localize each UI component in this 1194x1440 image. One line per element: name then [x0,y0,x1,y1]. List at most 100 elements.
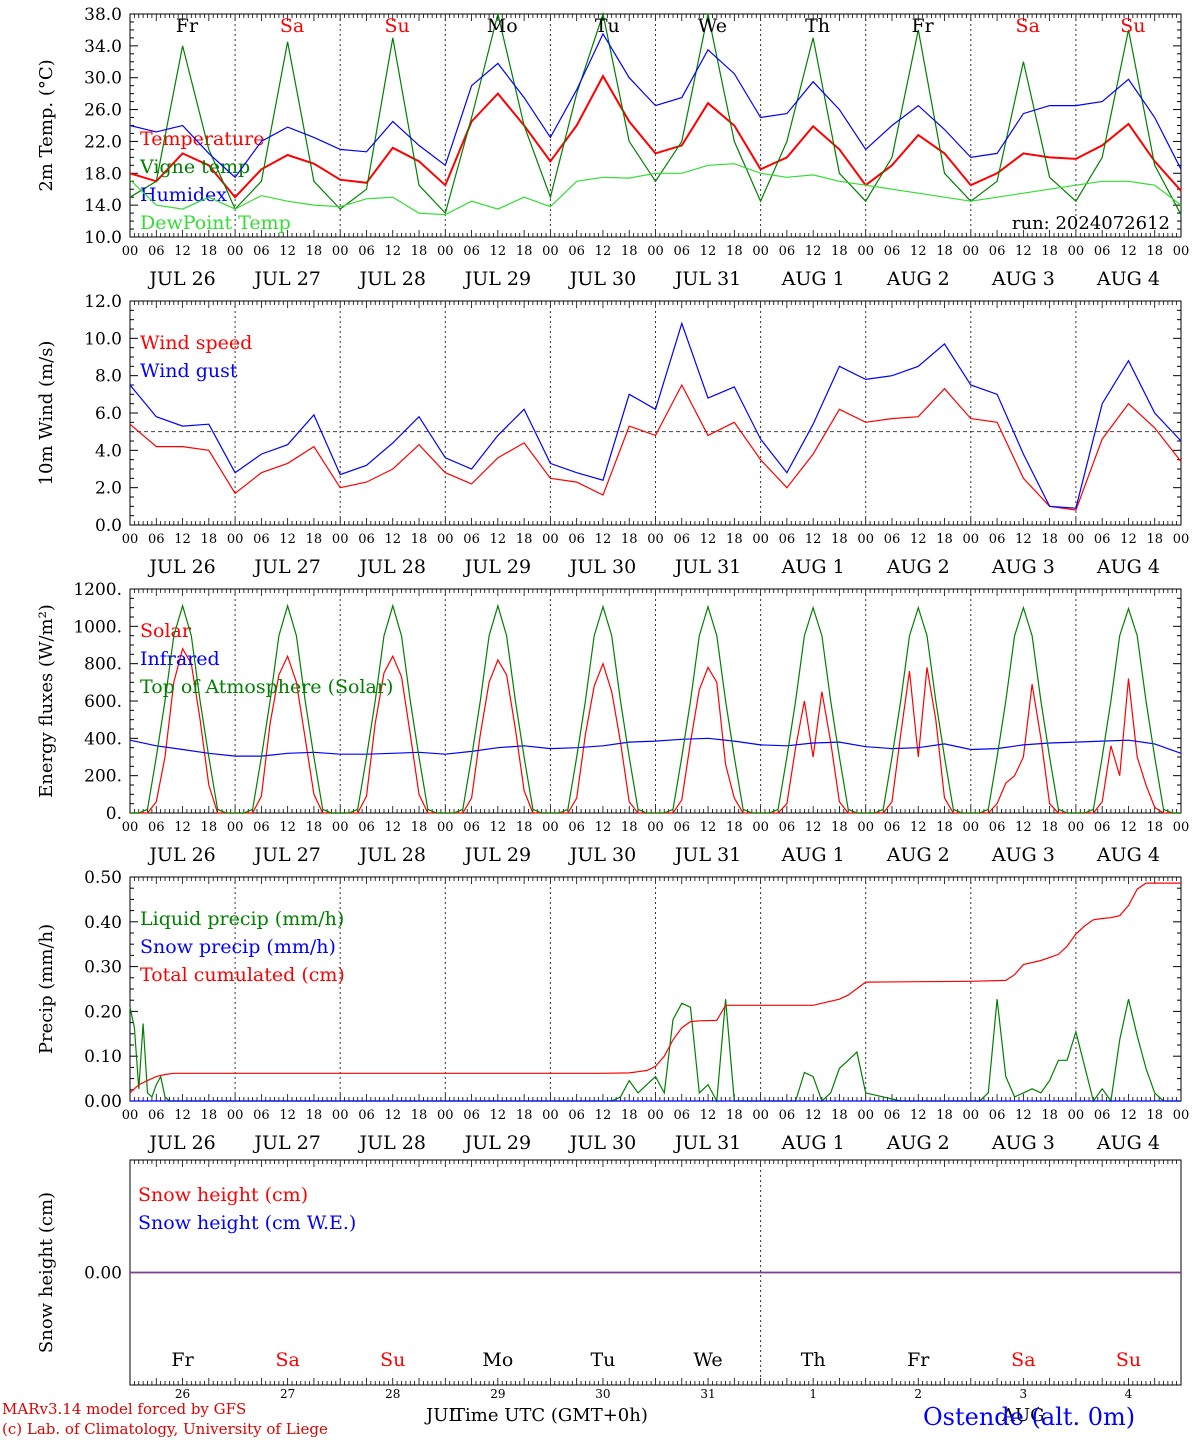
legend-entry: Wind gust [140,360,238,382]
hour-label: 00 [1068,244,1085,259]
day-label: JUL 27 [252,1132,320,1154]
hour-label: 12 [595,820,612,835]
hour-label: 18 [831,1108,848,1123]
day-label: JUL 30 [568,844,636,866]
hour-label: 18 [1041,1108,1058,1123]
hour-label: 00 [752,1108,769,1123]
day-label: JUL 28 [358,1132,426,1154]
weekday-label: Su [380,1349,405,1371]
hour-label: 12 [595,1108,612,1123]
y-tick-label: 800. [84,655,122,675]
day-label: JUL 28 [358,268,426,290]
series-line-total-cumulated-cm [129,882,1181,1094]
day-label: AUG 1 [781,1132,845,1154]
hour-label: 00 [963,820,980,835]
hour-label: 00 [122,532,139,547]
day-label: AUG 1 [781,268,845,290]
hour-label: 06 [779,1108,796,1123]
hour-label: 18 [411,244,428,259]
day-label: AUG 3 [991,268,1055,290]
hour-label: 18 [201,1108,218,1123]
hour-label: 06 [148,244,165,259]
hour-label: 12 [279,244,296,259]
hour-label: 06 [253,244,270,259]
legend-entry: Wind speed [140,332,252,354]
legend-entry: Snow height (cm) [138,1184,308,1206]
day-label: AUG 4 [1096,844,1160,866]
hour-label: 06 [568,244,585,259]
y-tick-label: 600. [84,692,122,712]
day-label: JUL 26 [147,556,215,578]
hour-label: 18 [516,820,533,835]
hour-label: 18 [306,1108,323,1123]
day-label: JUL 27 [252,556,320,578]
hour-label: 06 [989,244,1006,259]
day-label: AUG 4 [1096,268,1160,290]
hour-label: 12 [1015,532,1032,547]
y-tick-label: 8.0 [95,367,122,387]
weekday-label: Mo [482,1349,513,1371]
hour-label: 06 [779,532,796,547]
legend-entry: Snow height (cm W.E.) [138,1212,356,1234]
hour-label: 00 [542,820,559,835]
hour-label: 12 [384,1108,401,1123]
hour-label: 12 [700,244,717,259]
hour-label: 18 [1146,244,1163,259]
day-label: AUG 4 [1096,556,1160,578]
legend-entry: Liquid precip (mm/h) [140,908,344,930]
weekday-label: Sa [275,1349,299,1371]
day-label: AUG 2 [886,268,950,290]
hour-label: 06 [358,820,375,835]
hour-label: 12 [910,532,927,547]
day-label: JUL 31 [673,556,741,578]
hour-label: 06 [884,820,901,835]
hour-label: 00 [122,244,139,259]
hour-label: 12 [1015,820,1032,835]
y-tick-label: 0.40 [84,913,122,933]
hour-label: 00 [1173,1108,1190,1123]
hour-label: 00 [963,532,980,547]
hour-label: 12 [595,244,612,259]
legend-entry: Humidex [140,184,227,206]
hour-label: 18 [201,244,218,259]
hour-label: 06 [779,820,796,835]
hour-label: 06 [463,532,480,547]
hour-label: 18 [306,820,323,835]
y-tick-label: 10.0 [84,228,122,248]
legend-entry: DewPoint Temp [140,212,291,234]
hour-label: 00 [752,532,769,547]
weekday-label: Mo [487,15,518,37]
hour-label: 12 [805,1108,822,1123]
hour-label: 12 [279,1108,296,1123]
hour-label: 00 [752,244,769,259]
hour-label: 18 [411,532,428,547]
day-label: JUL 30 [568,556,636,578]
weekday-label: Sa [1016,15,1040,37]
hour-label: 00 [752,820,769,835]
y-tick-label: 38.0 [84,5,122,25]
day-number: 2 [914,1387,922,1401]
y-tick-label: 6.0 [95,404,122,424]
hour-label: 18 [1146,820,1163,835]
day-label: JUL 28 [358,844,426,866]
hour-label: 12 [384,532,401,547]
hour-label: 12 [174,244,191,259]
day-label: JUL 27 [252,844,320,866]
hour-label: 00 [1173,820,1190,835]
hour-label: 00 [437,820,454,835]
day-label: AUG 3 [991,556,1055,578]
hour-label: 06 [989,1108,1006,1123]
hour-label: 06 [674,244,691,259]
y-tick-label: 14.0 [84,196,122,216]
y-tick-label: 26.0 [84,101,122,121]
hour-label: 06 [674,820,691,835]
hour-label: 06 [1094,532,1111,547]
day-label: JUL 29 [463,268,531,290]
hour-label: 12 [384,244,401,259]
hour-label: 18 [936,532,953,547]
y-tick-label: 1000. [73,617,122,637]
series-line-infrared [129,737,1182,757]
hour-label: 12 [700,1108,717,1123]
hour-label: 00 [542,1108,559,1123]
